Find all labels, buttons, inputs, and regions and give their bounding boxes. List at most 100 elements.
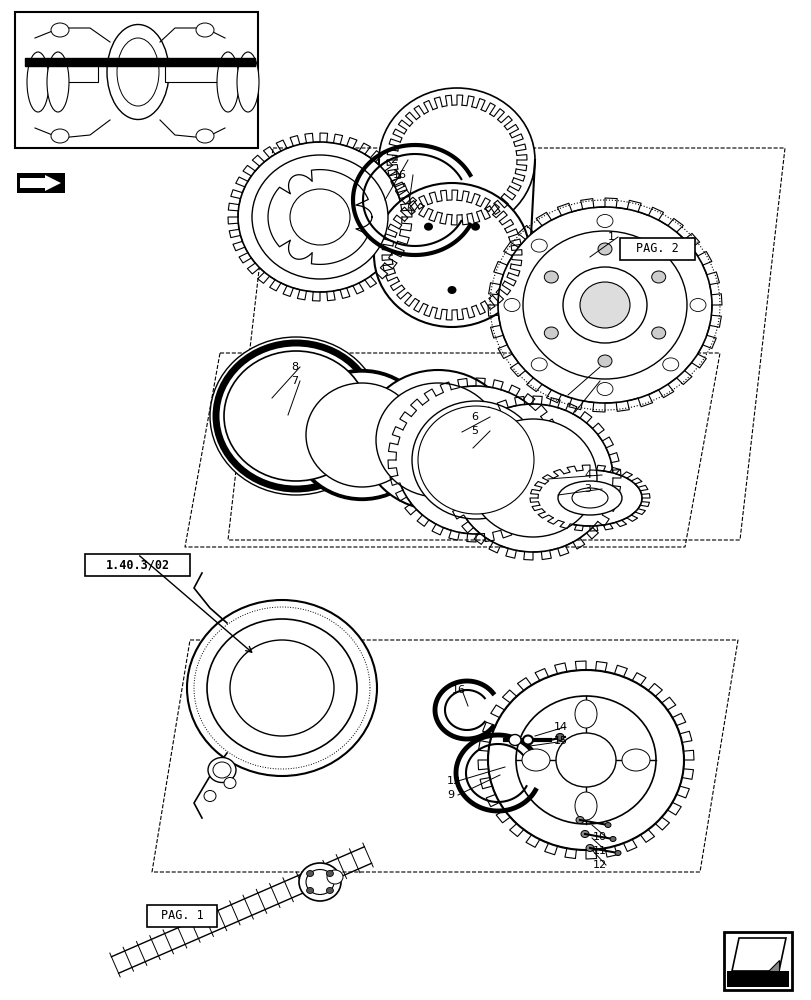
Bar — [17, 173, 65, 193]
Bar — [30, 60, 98, 82]
Text: 7: 7 — [290, 376, 298, 386]
Ellipse shape — [27, 52, 49, 112]
Text: PAG. 1: PAG. 1 — [161, 909, 203, 922]
Ellipse shape — [306, 383, 418, 487]
Text: 1: 1 — [607, 232, 614, 242]
Ellipse shape — [327, 870, 342, 884]
FancyBboxPatch shape — [620, 238, 694, 260]
Ellipse shape — [562, 267, 646, 343]
Ellipse shape — [662, 358, 678, 371]
Ellipse shape — [207, 619, 357, 757]
Ellipse shape — [596, 215, 612, 228]
Text: 10: 10 — [592, 832, 607, 842]
Ellipse shape — [574, 700, 596, 728]
Ellipse shape — [453, 404, 612, 552]
Text: 15: 15 — [553, 736, 568, 746]
Ellipse shape — [238, 142, 401, 292]
Ellipse shape — [51, 23, 69, 37]
Ellipse shape — [522, 231, 686, 379]
Ellipse shape — [251, 155, 388, 279]
Ellipse shape — [574, 792, 596, 820]
Text: 13: 13 — [446, 776, 461, 786]
Text: 5: 5 — [470, 426, 478, 436]
Ellipse shape — [556, 733, 564, 740]
Ellipse shape — [597, 355, 611, 367]
Ellipse shape — [307, 887, 313, 893]
Ellipse shape — [418, 406, 534, 514]
Ellipse shape — [508, 734, 521, 745]
Text: 2: 2 — [389, 155, 397, 165]
Text: 11: 11 — [592, 846, 607, 856]
Bar — [15, 12, 258, 148]
Ellipse shape — [210, 337, 381, 495]
Ellipse shape — [571, 488, 607, 508]
Text: 9: 9 — [446, 790, 453, 800]
Bar — [165, 60, 233, 82]
Ellipse shape — [522, 735, 532, 744]
Ellipse shape — [187, 600, 376, 776]
Ellipse shape — [230, 640, 333, 736]
Ellipse shape — [379, 88, 534, 232]
Ellipse shape — [294, 372, 430, 498]
Ellipse shape — [689, 298, 705, 312]
Polygon shape — [767, 960, 778, 971]
Ellipse shape — [224, 778, 236, 788]
FancyBboxPatch shape — [147, 905, 217, 927]
Ellipse shape — [47, 52, 69, 112]
Ellipse shape — [557, 481, 621, 515]
Ellipse shape — [195, 23, 214, 37]
Text: 1.40.3/02: 1.40.3/02 — [105, 558, 169, 572]
Ellipse shape — [290, 189, 350, 245]
Ellipse shape — [396, 386, 556, 534]
Ellipse shape — [579, 282, 629, 328]
Ellipse shape — [212, 762, 230, 778]
Ellipse shape — [204, 790, 216, 801]
Ellipse shape — [107, 25, 169, 120]
Text: PAG. 2: PAG. 2 — [635, 242, 678, 255]
Ellipse shape — [651, 271, 665, 283]
Ellipse shape — [469, 419, 596, 537]
Ellipse shape — [447, 286, 456, 294]
Bar — [726, 971, 788, 987]
Ellipse shape — [621, 749, 649, 771]
Ellipse shape — [614, 850, 620, 855]
Ellipse shape — [374, 183, 530, 327]
Ellipse shape — [411, 401, 539, 519]
Text: 12: 12 — [592, 860, 607, 870]
Ellipse shape — [543, 327, 558, 339]
Text: 4: 4 — [583, 470, 590, 480]
Ellipse shape — [237, 52, 259, 112]
Ellipse shape — [298, 863, 341, 901]
Ellipse shape — [487, 670, 683, 850]
Ellipse shape — [662, 239, 678, 252]
Ellipse shape — [375, 383, 500, 497]
Bar — [723, 932, 791, 990]
Text: 3: 3 — [583, 484, 590, 494]
FancyBboxPatch shape — [85, 554, 190, 576]
Ellipse shape — [521, 749, 549, 771]
Ellipse shape — [597, 243, 611, 255]
Ellipse shape — [651, 327, 665, 339]
Ellipse shape — [596, 382, 612, 395]
Ellipse shape — [604, 822, 610, 827]
Ellipse shape — [530, 358, 547, 371]
Ellipse shape — [556, 733, 616, 787]
Text: 16: 16 — [452, 685, 466, 695]
Polygon shape — [20, 175, 61, 191]
Ellipse shape — [208, 758, 236, 782]
Ellipse shape — [326, 871, 333, 877]
Ellipse shape — [543, 271, 558, 283]
Ellipse shape — [586, 844, 594, 851]
Ellipse shape — [609, 836, 616, 841]
Ellipse shape — [470, 223, 479, 231]
Ellipse shape — [423, 223, 432, 231]
Ellipse shape — [307, 871, 313, 877]
Ellipse shape — [530, 239, 547, 252]
Ellipse shape — [195, 129, 214, 143]
Text: 14: 14 — [553, 722, 568, 732]
Ellipse shape — [326, 887, 333, 893]
Ellipse shape — [581, 830, 588, 837]
Ellipse shape — [515, 696, 655, 824]
Ellipse shape — [497, 207, 711, 403]
Text: 6: 6 — [470, 412, 478, 422]
